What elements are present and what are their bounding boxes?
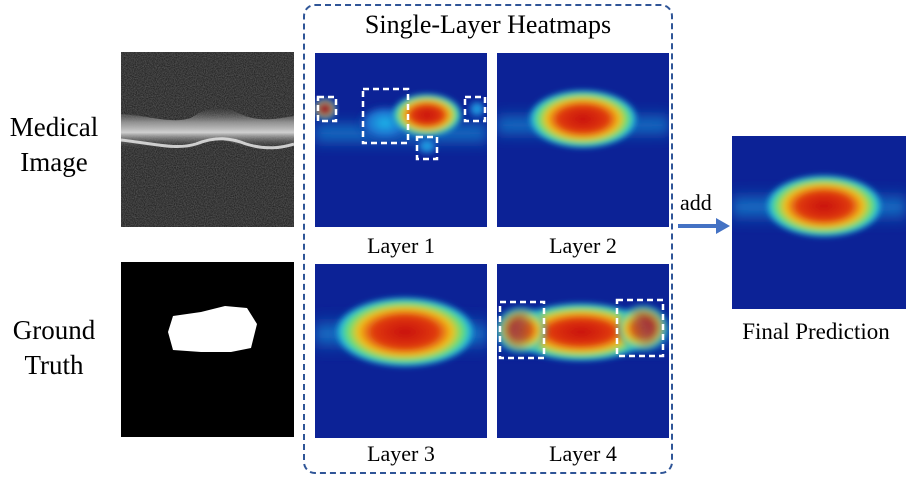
- row-label-medical-image: Medical Image: [0, 110, 114, 180]
- heatmap-layer-3: [315, 264, 487, 438]
- heatmap-layer-3-image: [315, 264, 487, 438]
- heatmap-layer-4-image: [497, 264, 669, 438]
- caption-layer-1: Layer 1: [367, 233, 435, 258]
- single-layer-heatmaps-frame: [303, 4, 673, 474]
- final-prediction-caption: Final Prediction: [742, 319, 890, 344]
- row-label-ground-truth: Ground Truth: [0, 313, 114, 383]
- add-label: add: [680, 190, 712, 215]
- caption-layer-3: Layer 3: [367, 441, 435, 466]
- heatmap-layer-1: [315, 53, 487, 227]
- heatmap-layer-2: [497, 53, 669, 227]
- highlight-box: [615, 298, 665, 358]
- final-prediction-image: [732, 136, 906, 309]
- oct-scan-image: [121, 52, 294, 227]
- caption-layer-2: Layer 2: [549, 233, 617, 258]
- row-label-medical-line2: Image: [20, 147, 88, 177]
- caption-layer-4: Layer 4: [549, 441, 617, 466]
- final-prediction-panel: [732, 136, 906, 309]
- highlight-box: [415, 135, 439, 161]
- arrow-right-icon: [678, 218, 730, 234]
- ground-truth-mask: [121, 262, 294, 437]
- ground-truth-panel: [121, 262, 294, 437]
- highlight-box: [361, 87, 410, 145]
- row-label-ground-line2: Truth: [24, 350, 84, 380]
- highlight-box: [316, 95, 338, 123]
- row-label-ground-line1: Ground: [12, 315, 96, 345]
- heatmap-layer-4: [497, 264, 669, 438]
- single-layer-heatmaps-title: Single-Layer Heatmaps: [364, 10, 612, 39]
- medical-image-panel: [121, 52, 294, 227]
- highlight-box: [463, 95, 487, 123]
- row-label-medical-line1: Medical: [9, 112, 99, 142]
- highlight-box: [498, 300, 546, 360]
- heatmap-layer-1-image: [315, 53, 487, 227]
- heatmap-layer-2-image: [497, 53, 669, 227]
